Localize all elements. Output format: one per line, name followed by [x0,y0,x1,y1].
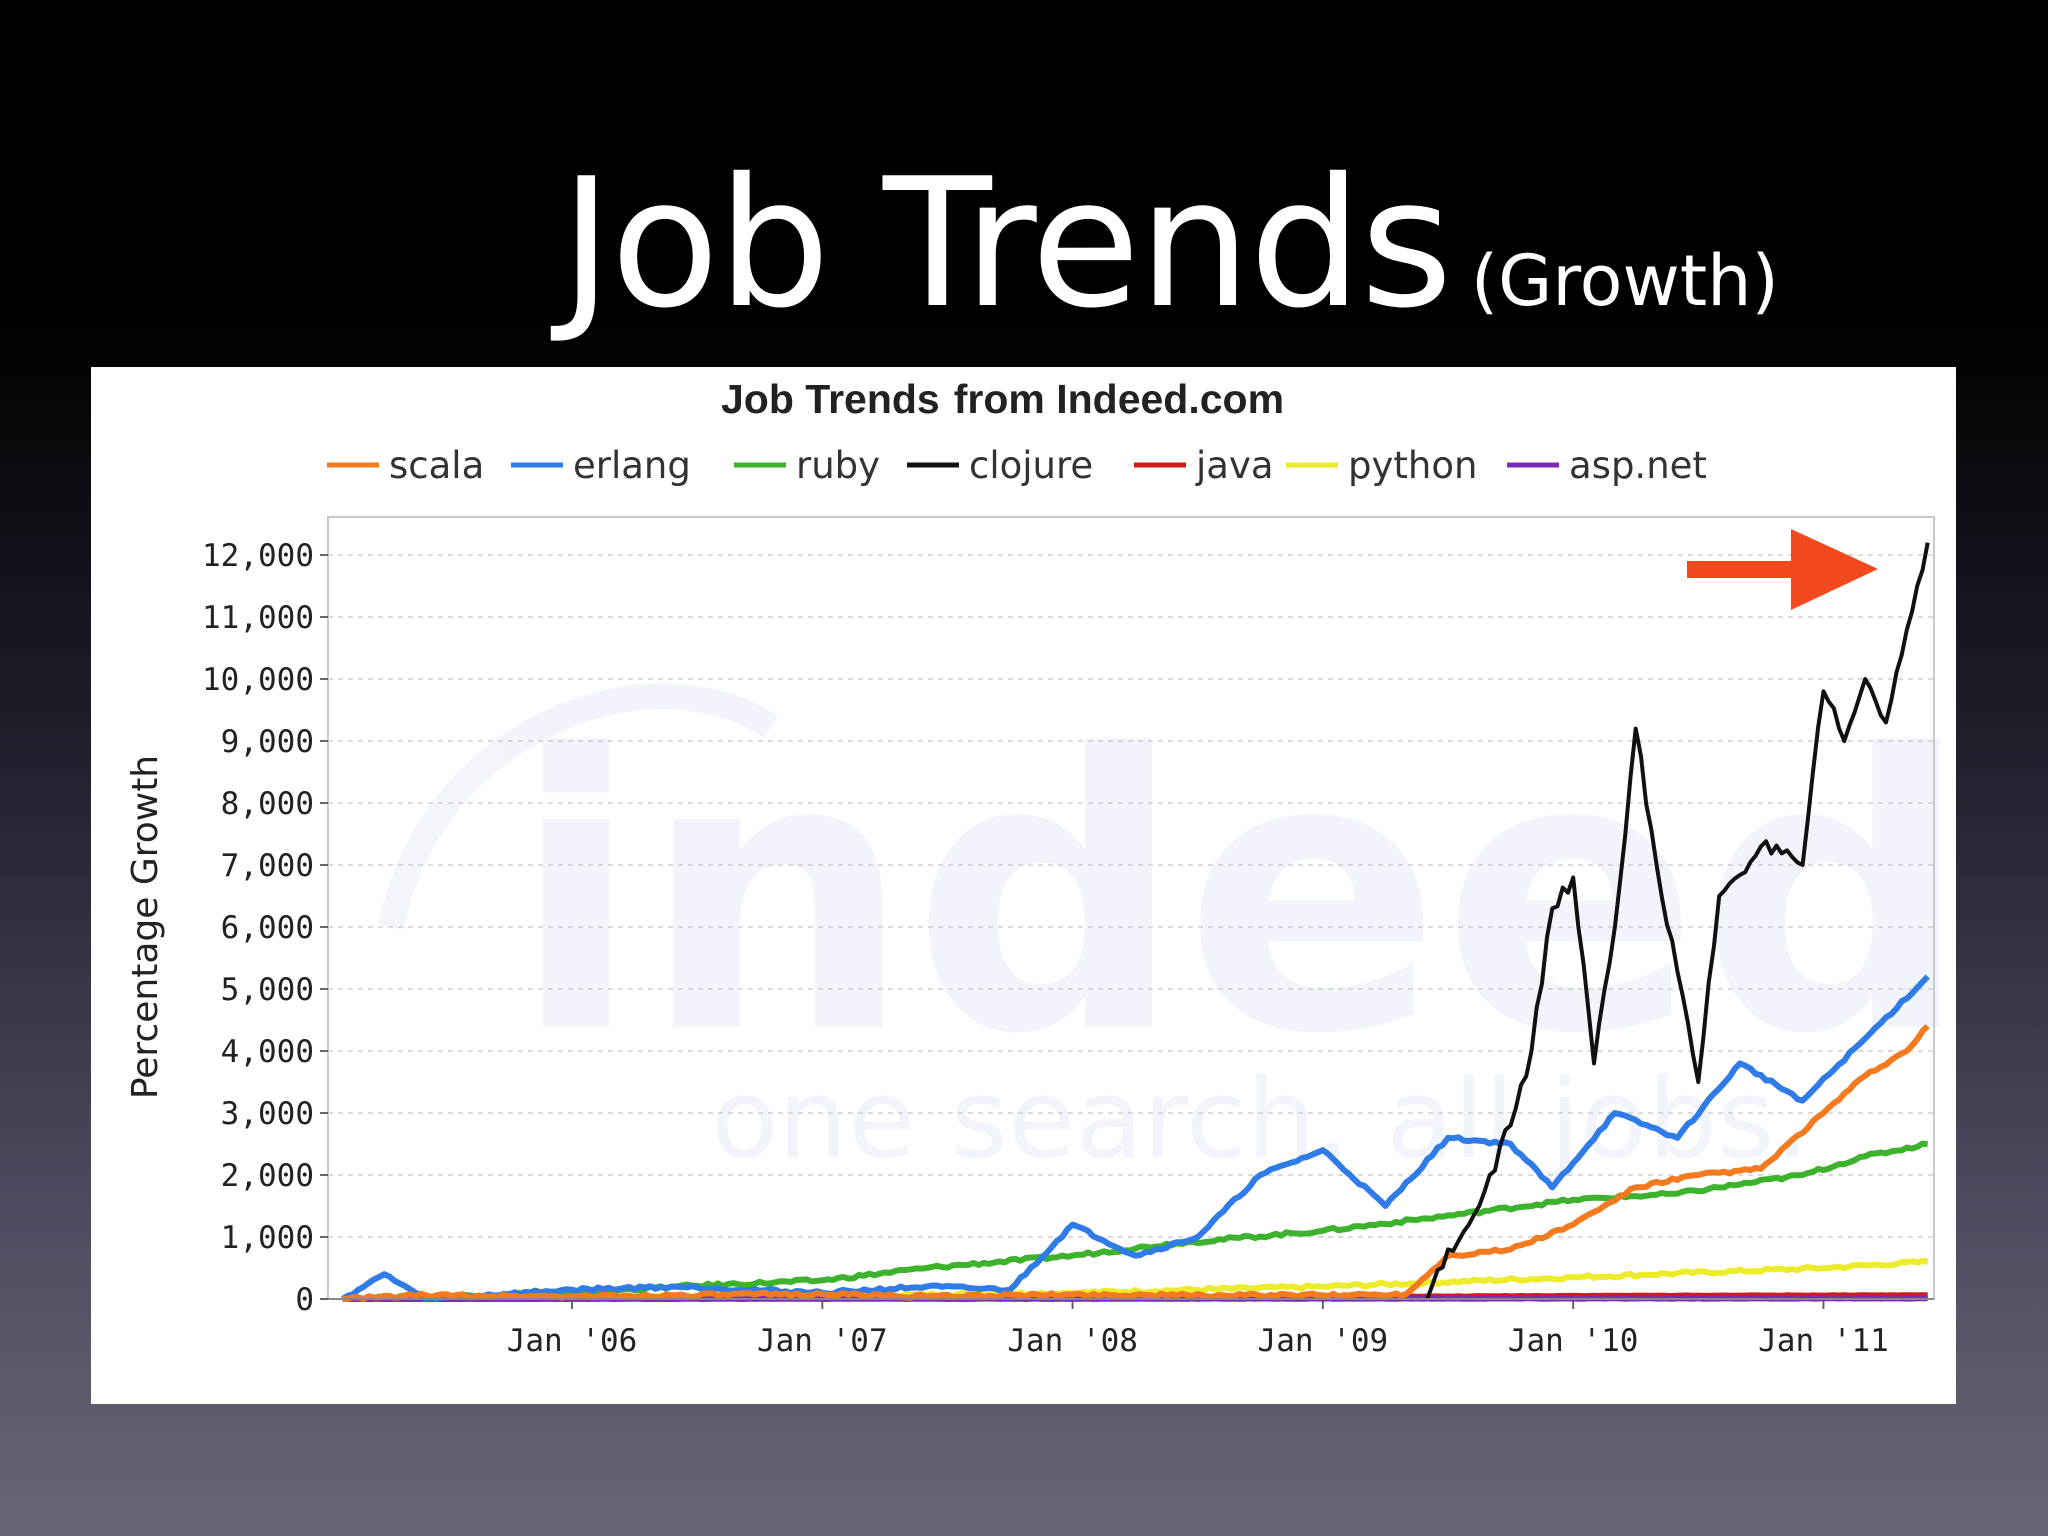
arrow-annotation [1687,529,1878,610]
legend-label-ruby: ruby [796,444,880,487]
x-tick-label: Jan '10 [1508,1323,1639,1359]
indeed-watermark: indeed one search. all jobs. [378,674,1956,1183]
y-tick-label: 7,000 [221,848,314,884]
y-tick-label: 2,000 [221,1158,314,1194]
legend-label-scala: scala [389,444,484,487]
chart-legend: scala erlang ruby clojure java python asp.net [327,444,1707,487]
x-tick-label: Jan '06 [507,1323,638,1359]
slide-title-subtitle: (Growth) [1470,240,1779,322]
chart-title: Job Trends from Indeed.com [721,376,1284,422]
series-line-clojure [1425,542,1930,1300]
y-tick-label: 10,000 [202,662,314,698]
watermark-logo-text: indeed [511,674,1956,1117]
y-tick-label: 3,000 [221,1096,314,1132]
x-tick-label: Jan '11 [1758,1323,1889,1359]
job-trends-chart: indeed one search. all jobs. Job Trends f… [125,376,1956,1359]
grid-lines [328,554,1934,1238]
x-tick-label: Jan '07 [757,1323,888,1359]
chart-title-bold: Job Trends [721,376,940,422]
y-tick-label: 11,000 [202,600,314,636]
arrow-head [1791,529,1878,610]
y-tick-label: 5,000 [221,972,314,1008]
chart-panel: indeed one search. all jobs. Job Trends f… [91,367,1956,1404]
arrow-shaft [1687,561,1797,578]
y-tick-label: 6,000 [221,910,314,946]
legend-label-asp-net: asp.net [1569,444,1707,487]
slide-title-main: Job Trends [560,140,1453,347]
y-tick-label: 12,000 [202,538,314,574]
legend-label-clojure: clojure [969,444,1093,487]
x-tick-label: Jan '09 [1258,1323,1389,1359]
slide-title: Job Trends (Growth) [560,140,1779,347]
watermark-tagline-text: one search. all jobs. [711,1055,1809,1183]
legend-label-python: python [1348,444,1477,487]
legend-label-java: java [1195,444,1274,487]
watermark-swoosh [378,683,779,930]
chart-title-rest: from Indeed.com [954,376,1284,422]
x-axis-ticks: Jan '06 Jan '07 Jan '08 Jan '09 Jan '10 Jan '… [507,1299,1889,1359]
y-tick-label: 4,000 [221,1034,314,1070]
x-tick-label: Jan '08 [1007,1323,1138,1359]
series-line-erlang [340,974,1930,1302]
y-tick-label: 0 [295,1282,314,1318]
y-tick-label: 1,000 [221,1220,314,1256]
y-axis-ticks: 0 1,000 2,000 3,000 4,000 5,000 6,000 7,000 8,00… [202,538,328,1318]
y-axis-label: Percentage Growth [125,755,166,1099]
y-tick-label: 8,000 [221,786,314,822]
series-line-scala [342,1024,1930,1302]
y-tick-label: 9,000 [221,724,314,760]
legend-label-erlang: erlang [573,444,691,487]
